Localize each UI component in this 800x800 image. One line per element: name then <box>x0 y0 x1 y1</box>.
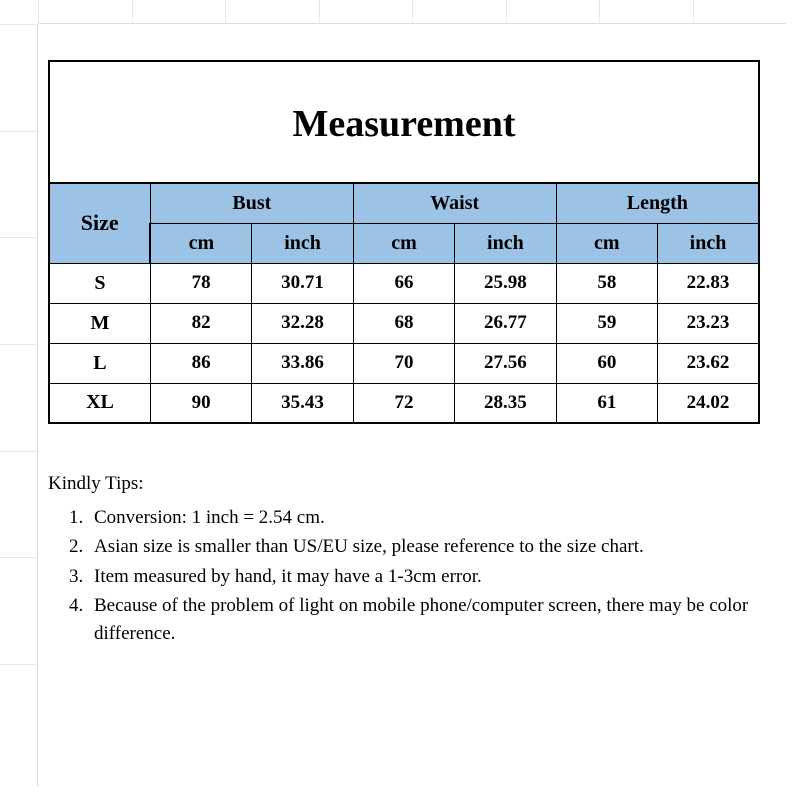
cell-value: 82 <box>150 303 251 343</box>
table-row: L 86 33.86 70 27.56 60 23.62 <box>49 343 759 383</box>
cell-size: M <box>49 303 150 343</box>
tips-section: Kindly Tips: Conversion: 1 inch = 2.54 c… <box>48 470 760 647</box>
cell-value: 86 <box>150 343 251 383</box>
header-waist: Waist <box>353 183 556 223</box>
cell-value: 70 <box>353 343 454 383</box>
cell-value: 58 <box>556 263 657 303</box>
cell-value: 66 <box>353 263 454 303</box>
header-length: Length <box>556 183 759 223</box>
cell-value: 23.62 <box>658 343 759 383</box>
tips-title: Kindly Tips: <box>48 470 760 498</box>
tips-item: Because of the problem of light on mobil… <box>88 592 760 647</box>
cell-size: L <box>49 343 150 383</box>
ruler-horizontal <box>38 0 786 24</box>
header-bust: Bust <box>150 183 353 223</box>
cell-size: S <box>49 263 150 303</box>
measurement-title: Measurement <box>48 60 760 182</box>
tips-item: Conversion: 1 inch = 2.54 cm. <box>88 504 760 532</box>
cell-value: 35.43 <box>252 383 353 423</box>
cell-value: 23.23 <box>658 303 759 343</box>
subheader-inch: inch <box>252 223 353 263</box>
cell-value: 61 <box>556 383 657 423</box>
cell-value: 59 <box>556 303 657 343</box>
cell-value: 33.86 <box>252 343 353 383</box>
table-row: XL 90 35.43 72 28.35 61 24.02 <box>49 383 759 423</box>
subheader-cm: cm <box>353 223 454 263</box>
header-size: Size <box>49 183 150 263</box>
cell-value: 32.28 <box>252 303 353 343</box>
cell-value: 30.71 <box>252 263 353 303</box>
cell-value: 26.77 <box>455 303 556 343</box>
page-content: Measurement Size Bust Waist Length cm in… <box>48 60 760 649</box>
cell-value: 78 <box>150 263 251 303</box>
cell-value: 28.35 <box>455 383 556 423</box>
cell-value: 60 <box>556 343 657 383</box>
cell-value: 24.02 <box>658 383 759 423</box>
cell-value: 27.56 <box>455 343 556 383</box>
table-row: S 78 30.71 66 25.98 58 22.83 <box>49 263 759 303</box>
tips-item: Asian size is smaller than US/EU size, p… <box>88 533 760 561</box>
ruler-vertical <box>0 24 38 786</box>
subheader-cm: cm <box>150 223 251 263</box>
cell-size: XL <box>49 383 150 423</box>
tips-item: Item measured by hand, it may have a 1-3… <box>88 563 760 591</box>
table-row: M 82 32.28 68 26.77 59 23.23 <box>49 303 759 343</box>
cell-value: 22.83 <box>658 263 759 303</box>
subheader-inch: inch <box>455 223 556 263</box>
subheader-inch: inch <box>658 223 759 263</box>
cell-value: 90 <box>150 383 251 423</box>
tips-list: Conversion: 1 inch = 2.54 cm. Asian size… <box>48 504 760 648</box>
subheader-cm: cm <box>556 223 657 263</box>
measurement-table: Size Bust Waist Length cm inch cm inch c… <box>48 182 760 424</box>
cell-value: 68 <box>353 303 454 343</box>
cell-value: 25.98 <box>455 263 556 303</box>
cell-value: 72 <box>353 383 454 423</box>
